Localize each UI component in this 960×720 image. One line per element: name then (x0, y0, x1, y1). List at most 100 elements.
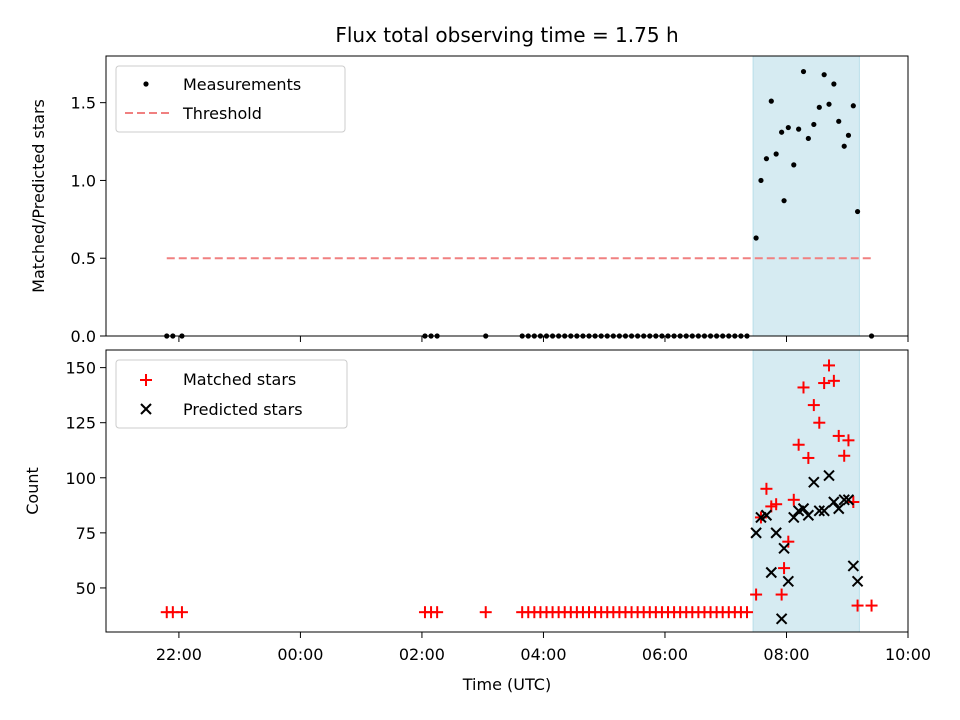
x-tick-label: 02:00 (399, 645, 445, 664)
top-axes-frame (105, 55, 909, 337)
predicted-star-point (778, 542, 790, 554)
matched-star-point (740, 606, 753, 619)
top-y-axis-label: Matched/Predicted stars (29, 99, 48, 293)
matched-star-point (792, 438, 805, 451)
x-tick-label: 04:00 (520, 645, 566, 664)
x-tick-label: 00:00 (277, 645, 323, 664)
predicted-star-point (813, 505, 826, 517)
predicted-star-point (775, 613, 788, 625)
predicted-star-point (765, 566, 778, 579)
bottom-y-axis-label: Count (23, 467, 42, 515)
bottom-y-tick-label: 50 (76, 579, 96, 598)
predicted-stars-points (750, 469, 864, 625)
predicted-star-point (797, 502, 810, 515)
measurement-point (800, 68, 807, 75)
predicted-star-point (770, 527, 782, 539)
bottom-legend-box (115, 359, 348, 429)
measurement-point (816, 104, 822, 110)
matched-star-point (797, 381, 810, 394)
measurement-point (850, 103, 856, 109)
predicted-star-point (828, 496, 840, 508)
top-panel: 0.0 0.5 1.0 1.5 Matched/Predicted stars Mea… (29, 55, 909, 346)
top-legend-box (115, 65, 346, 133)
measurement-point (821, 72, 827, 78)
predicted-star-point (750, 527, 762, 539)
predicted-star-point (782, 575, 795, 588)
predicted-star-point (823, 469, 835, 482)
legend-threshold-label: Threshold (182, 104, 262, 123)
top-y-tick-label: 1.5 (71, 94, 96, 113)
bottom-y-ticks: 50 75 100 125 150 (65, 359, 106, 598)
measurement-point (781, 198, 787, 204)
matched-stars-points (160, 359, 878, 619)
chart-title: Flux total observing time = 1.75 h (335, 23, 678, 47)
predicted-star-point (760, 509, 773, 521)
highlight-span-rect (752, 55, 860, 337)
measurement-point (811, 121, 817, 128)
predicted-star-point (833, 502, 845, 515)
matched-star-point (778, 562, 791, 575)
legend-measurements-label: Measurements (183, 75, 301, 94)
matched-star-point (813, 416, 826, 429)
predicted-star-point (851, 575, 864, 588)
measurement-point (831, 81, 837, 87)
matched-star-point (807, 399, 820, 412)
top-y-tick-label: 0.5 (71, 249, 96, 268)
matched-star-point (865, 599, 878, 612)
x-axis-label: Time (UTC) (462, 675, 551, 694)
matched-star-point (750, 588, 763, 601)
measurement-point (785, 124, 791, 131)
matched-star-point (479, 606, 492, 619)
measurement-point (841, 143, 847, 149)
measurement-point (779, 129, 785, 135)
top-y-ticks: 0.0 0.5 1.0 1.5 (71, 94, 106, 346)
measurement-point (845, 132, 852, 138)
predicted-star-point (818, 505, 830, 517)
x-tick-label: 10:00 (885, 645, 931, 664)
predicted-star-point (802, 509, 815, 521)
x-tick-label: 06:00 (642, 645, 688, 664)
bottom-axes-frame (105, 349, 909, 633)
measurement-point (805, 135, 811, 142)
legend-measurements-marker (143, 81, 149, 87)
matched-star-point (760, 482, 773, 495)
x-tick-label: 22:00 (156, 645, 202, 664)
x-tick-label: 08:00 (763, 645, 809, 664)
matched-star-point (431, 606, 444, 619)
matched-star-point (818, 377, 831, 390)
matched-star-point (782, 535, 795, 548)
matched-star-point (823, 359, 836, 372)
predicted-star-point (808, 476, 820, 488)
measurement-point (763, 156, 770, 162)
measurement-point (854, 208, 861, 215)
matched-star-point (787, 493, 800, 506)
measurement-point (773, 151, 779, 157)
measurement-point (768, 98, 774, 104)
matched-star-point (770, 498, 783, 511)
bottom-y-tick-label: 150 (65, 359, 96, 378)
legend-predicted-label: Predicted stars (183, 400, 303, 419)
measurement-point (753, 235, 759, 241)
matched-star-point (842, 434, 855, 447)
top-highlight-span (752, 55, 860, 337)
legend-matched-marker (140, 374, 152, 386)
bottom-y-tick-label: 100 (65, 469, 96, 488)
matched-star-point (802, 451, 815, 464)
predicted-star-point (842, 494, 855, 506)
bottom-panel: 50 75 100 125 150 22:00 00:00 02:00 04:00 06:00 0… (23, 349, 931, 694)
measurement-point (836, 118, 842, 124)
legend-predicted-marker (140, 403, 152, 415)
matched-star-point (775, 588, 788, 601)
matched-star-point (838, 449, 851, 462)
top-y-tick-label: 1.0 (71, 171, 96, 190)
top-y-tick-label: 0.0 (71, 327, 96, 346)
matched-star-point (827, 374, 840, 387)
measurement-point (796, 126, 802, 132)
bottom-legend: Matched stars Predicted stars (115, 359, 348, 429)
matched-star-point (851, 599, 864, 612)
predicted-star-point (788, 511, 800, 524)
predicted-star-point (847, 560, 860, 572)
bottom-highlight-span (752, 349, 860, 633)
legend-matched-label: Matched stars (183, 370, 296, 389)
